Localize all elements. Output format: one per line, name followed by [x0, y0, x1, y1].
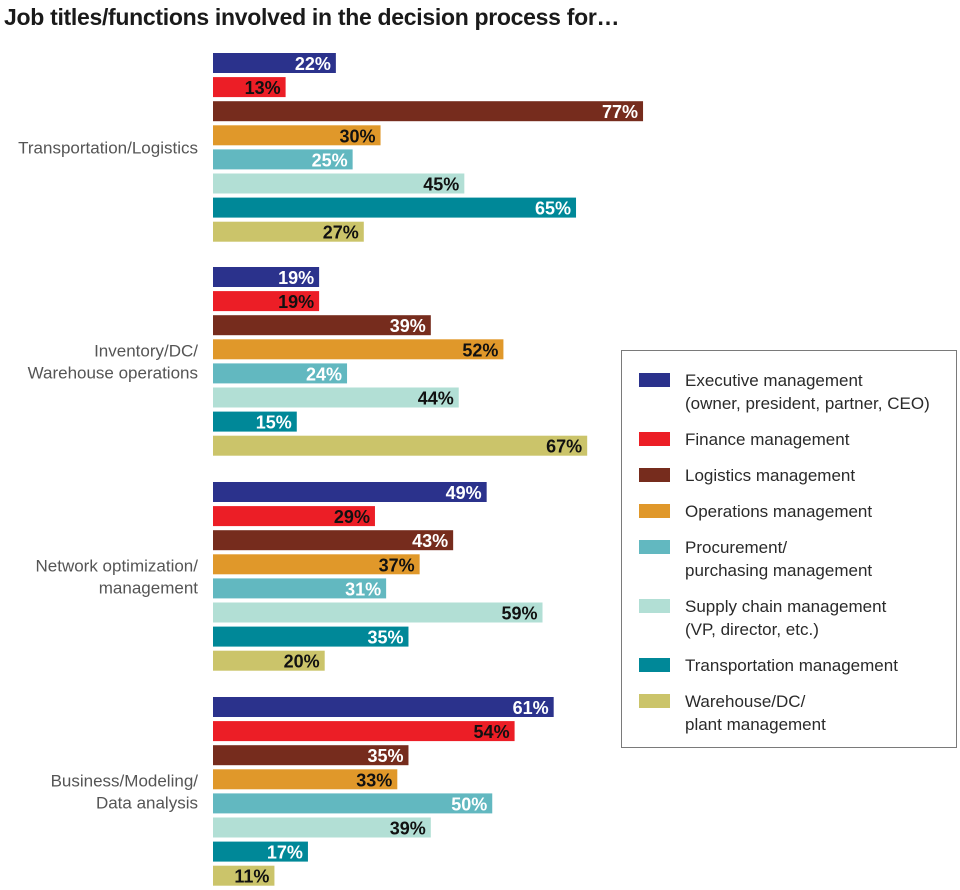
bar: [213, 697, 554, 717]
bar: [213, 267, 320, 287]
legend-item: Warehouse/DC/ plant management: [639, 690, 826, 736]
legend-swatch: [639, 468, 670, 482]
bar: [213, 554, 420, 575]
value-labels: 22% 13% 77% 30% 25% 45% 65% 27% 19% 19% 39% 52% 24% 4…: [234, 54, 638, 887]
category-label: Transportation/Logistics: [18, 138, 198, 157]
legend-label: Transportation management: [685, 656, 898, 675]
bar: [213, 221, 364, 242]
bar: [213, 411, 297, 432]
value-label: 44%: [418, 389, 454, 409]
value-label: 19%: [278, 292, 314, 312]
value-label: 37%: [379, 555, 415, 575]
legend-label: Finance management: [685, 430, 850, 449]
value-label: 13%: [245, 78, 281, 98]
bar: [213, 149, 353, 170]
value-label: 35%: [367, 628, 403, 648]
value-label: 25%: [312, 150, 348, 170]
legend-label: Warehouse/DC/ plant management: [685, 692, 826, 734]
bar: [213, 865, 275, 886]
bar: [213, 841, 308, 862]
value-label: 30%: [340, 126, 376, 146]
bar: [213, 77, 286, 98]
legend-swatch: [639, 504, 670, 518]
legend-swatch: [639, 694, 670, 708]
category-label: Business/Modeling/Data analysis: [51, 771, 199, 812]
bar: [213, 721, 515, 742]
value-label: 19%: [278, 268, 314, 288]
legend-item: Logistics management: [639, 464, 855, 487]
legend-swatch: [639, 658, 670, 672]
bar: [213, 626, 409, 647]
value-label: 54%: [474, 722, 510, 742]
value-label: 39%: [390, 316, 426, 336]
value-label: 31%: [345, 579, 381, 599]
legend-item: Transportation management: [639, 654, 898, 677]
legend-label: Operations management: [685, 502, 873, 521]
value-label: 29%: [334, 507, 370, 527]
category-labels: Transportation/Logistics Inventory/DC/War…: [18, 138, 198, 812]
bar: [213, 578, 387, 599]
legend-label: Logistics management: [685, 466, 856, 485]
legend-swatch: [639, 599, 670, 613]
legend-label: Procurement/ purchasing management: [685, 538, 873, 580]
legend: Executive management (owner, president, …: [621, 350, 957, 748]
bar: [213, 173, 465, 194]
value-label: 43%: [412, 531, 448, 551]
value-label: 22%: [295, 54, 331, 74]
bar: [213, 650, 325, 671]
bar: [213, 197, 577, 218]
value-label: 17%: [267, 843, 303, 863]
value-label: 52%: [462, 340, 498, 360]
value-label: 59%: [501, 604, 537, 624]
bar: [213, 506, 375, 527]
legend-item: Operations management: [639, 500, 872, 523]
value-label: 49%: [446, 483, 482, 503]
legend-label: Supply chain management (VP, director, e…: [685, 597, 887, 639]
value-label: 27%: [323, 223, 359, 243]
category-label: Inventory/DC/Warehouse operations: [28, 341, 199, 382]
bar: [213, 769, 398, 790]
bar: [213, 817, 431, 838]
bar: [213, 291, 320, 312]
value-label: 24%: [306, 364, 342, 384]
value-label: 77%: [602, 102, 638, 122]
value-label: 65%: [535, 199, 571, 219]
legend-label: Executive management (owner, president, …: [685, 371, 930, 413]
bar: [213, 339, 504, 360]
value-label: 20%: [284, 652, 320, 672]
value-label: 45%: [423, 175, 459, 195]
value-label: 61%: [513, 698, 549, 718]
legend-swatch: [639, 540, 670, 554]
bar: [213, 53, 336, 73]
bar: [213, 745, 409, 766]
bar: [213, 435, 588, 456]
value-label: 39%: [390, 819, 426, 839]
value-label: 50%: [451, 794, 487, 814]
category-label: Network optimization/management: [35, 556, 198, 597]
bar: [213, 363, 348, 384]
bar: [213, 387, 459, 408]
value-label: 11%: [234, 867, 269, 887]
legend-swatch: [639, 373, 670, 387]
bar: [213, 125, 381, 146]
legend-item: Supply chain management (VP, director, e…: [639, 595, 886, 641]
bar: [213, 530, 454, 551]
legend-item: Finance management: [639, 428, 849, 451]
bar: [213, 602, 543, 623]
bars: [213, 53, 644, 886]
chart-title: Job titles/functions involved in the dec…: [4, 4, 620, 30]
value-label: 35%: [367, 746, 403, 766]
value-label: 15%: [256, 413, 292, 433]
bar: [213, 315, 431, 336]
legend-item: Procurement/ purchasing management: [639, 536, 872, 582]
legend-swatch: [639, 432, 670, 446]
value-label: 67%: [546, 437, 582, 457]
value-label: 33%: [356, 770, 392, 790]
bar: [213, 482, 487, 502]
bar: [213, 101, 644, 122]
legend-item: Executive management (owner, president, …: [639, 369, 930, 415]
bar: [213, 793, 493, 814]
